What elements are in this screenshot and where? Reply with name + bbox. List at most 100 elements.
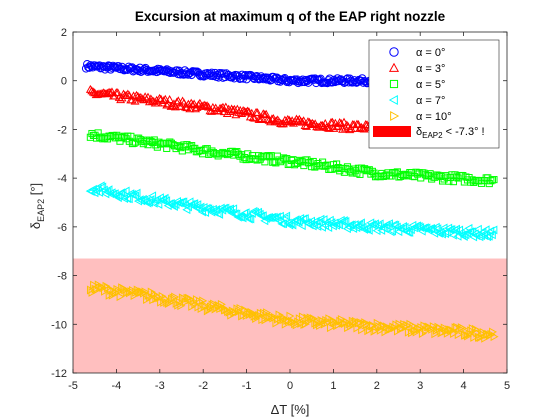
data-point [358,325,367,335]
data-point [345,220,354,230]
data-point [351,123,360,132]
data-point [88,87,98,96]
data-point [490,176,498,184]
data-point [258,211,267,221]
data-point [473,224,482,234]
data-point [112,191,121,201]
data-point [437,229,446,239]
data-point [172,97,182,106]
data-point [486,226,495,236]
data-point [282,211,291,221]
data-point [173,96,183,105]
data-point [487,230,496,240]
data-point [454,330,463,340]
plot-area: -5 -4 -3 -2 -1 0 1 2 3 4 520-2-4-6-8-10-12 [51,27,510,392]
data-point [335,220,344,230]
data-point [336,118,346,127]
data-point [169,202,178,212]
data-point [280,115,290,124]
y-tick-label: -6 [57,222,67,234]
data-point [470,229,479,239]
data-point [158,195,167,205]
data-point [123,89,133,98]
data-point [159,95,169,104]
data-point [132,90,141,99]
data-point [324,223,333,233]
data-point [90,188,99,198]
data-point [246,214,255,224]
data-point [297,221,306,231]
data-point [286,311,295,321]
legend-label: α = 5° [416,79,445,91]
data-point [476,231,485,241]
x-axis-label: ΔT [%] [271,402,310,417]
y-tick-label: -8 [57,271,67,283]
data-point [196,72,205,81]
data-point [106,88,115,97]
data-point [153,98,163,107]
data-point [124,194,133,204]
data-point [113,284,122,294]
data-point [242,106,252,115]
legend-marker [388,62,400,72]
data-point [102,281,111,291]
legend-marker [389,47,399,57]
y-tick-label: -12 [51,368,67,380]
data-point [289,118,299,127]
data-point [346,124,356,133]
data-point [325,123,335,132]
data-point [363,224,372,233]
data-point [120,194,129,204]
x-tick-label: -3 [155,380,165,392]
data-point [165,94,175,104]
data-point [257,113,267,122]
data-point [185,104,195,113]
data-point [123,194,132,204]
data-point [294,217,303,227]
data-point [451,224,460,234]
data-point [361,318,370,327]
series-4 [86,280,499,343]
x-tick-label: 3 [417,380,423,392]
data-point [347,220,356,230]
data-point [308,221,317,231]
data-point [296,214,305,223]
data-point [373,318,382,328]
data-point [372,226,381,236]
data-point [202,101,212,110]
data-point [231,110,241,119]
data-point [458,230,467,240]
data-point [355,220,364,230]
legend-marker [388,94,398,106]
data-point [431,329,440,339]
data-point [141,196,150,206]
data-point [116,188,125,198]
data-point [311,216,320,226]
data-point [327,218,336,228]
data-point [167,67,176,76]
data-point [356,218,365,228]
legend-marker [390,110,400,122]
legend-threshold-label: δEAP2 < -7.3° ! [416,126,485,140]
data-point [166,101,176,110]
legend-threshold-swatch [373,126,411,137]
data-point [255,115,265,124]
data-point [299,214,308,224]
data-point [285,220,294,230]
data-point [339,117,349,126]
data-point [101,189,110,199]
data-point [459,324,468,333]
data-point [283,114,293,123]
legend-label: α = 3° [416,63,445,75]
data-point [104,185,113,195]
series-0 [81,60,381,88]
data-point [464,223,473,233]
data-point [277,219,286,229]
data-point [196,202,205,212]
data-point [317,120,327,129]
data-point [338,124,347,133]
data-point [375,219,384,229]
data-point [300,214,309,224]
data-point [447,224,456,234]
data-point [467,326,476,336]
